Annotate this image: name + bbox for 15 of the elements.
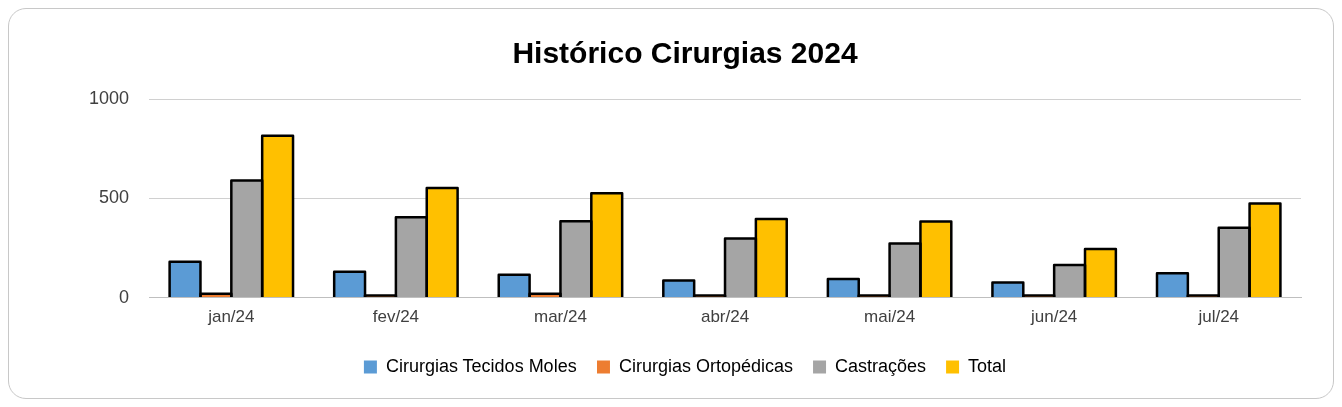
x-tick-label: jul/24 [1197,307,1240,327]
x-tick-label: mar/24 [534,307,587,327]
x-tick-label: jun/24 [1029,307,1078,327]
x-tick-label: jan/24 [207,307,255,327]
x-tick-label: mai/24 [864,307,916,327]
x-tick-label: fev/24 [372,307,420,327]
legend-label: Cirurgias Tecidos Moles [385,355,577,376]
legend-label: Castrações [835,355,927,376]
legend-label: Total [968,355,1007,376]
y-tick-label: 500 [99,187,130,208]
legend-label: Cirurgias Ortopédicas [618,355,794,376]
y-tick-label: 1000 [89,87,130,108]
y-tick-label: 0 [119,286,130,307]
chart-title: Histórico Cirurgias 2024 [512,36,858,70]
x-tick-label: abr/24 [700,307,750,327]
